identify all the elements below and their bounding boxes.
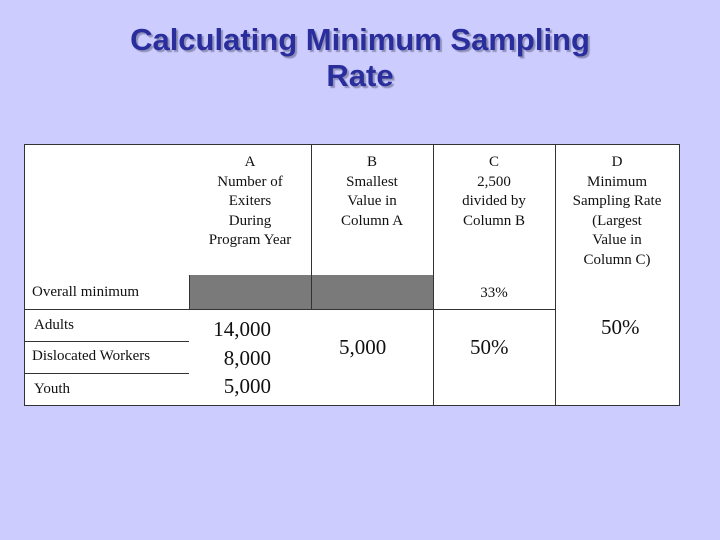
row-label-dislocated-workers: Dislocated Workers <box>32 348 151 364</box>
slide-title-line-2: Rate <box>326 58 394 93</box>
header-column-d: D Minimum Sampling Rate (Largest Value i… <box>572 154 662 268</box>
row-divider-dislocated <box>25 373 189 374</box>
divided-value-c: 50% <box>470 335 509 359</box>
row-divider-adults <box>25 341 189 342</box>
column-divider-b <box>311 145 312 310</box>
header-column-c: C 2,500 divided by Column B <box>462 154 526 229</box>
sampling-table: A Number of Exiters During Program Year … <box>24 144 680 406</box>
header-column-a: A Number of Exiters During Program Year <box>208 154 292 248</box>
overall-minimum-c-value: 33% <box>480 285 508 301</box>
adults-exiters-value: 14,000 <box>213 317 271 341</box>
youth-exiters-value: 5,000 <box>223 374 271 398</box>
row-label-youth: Youth <box>34 381 70 397</box>
column-divider-d <box>555 145 556 405</box>
column-divider-a-overall <box>189 275 190 310</box>
smallest-value-b: 5,000 <box>339 335 387 359</box>
slide-title: Calculating Minimum Sampling Rate <box>0 22 720 94</box>
header-column-b: B Smallest Value in Column A <box>340 154 404 229</box>
dislocated-exiters-value: 8,000 <box>223 346 271 370</box>
row-divider-overall <box>25 309 555 310</box>
row-label-adults: Adults <box>34 317 75 333</box>
minimum-sampling-rate-d: 50% <box>601 315 640 339</box>
shaded-cell-a <box>190 275 311 309</box>
slide-title-line-1: Calculating Minimum Sampling <box>130 22 590 57</box>
overall-minimum-label: Overall minimum <box>32 284 140 300</box>
shaded-cell-b <box>312 275 433 309</box>
column-divider-c <box>433 145 434 405</box>
